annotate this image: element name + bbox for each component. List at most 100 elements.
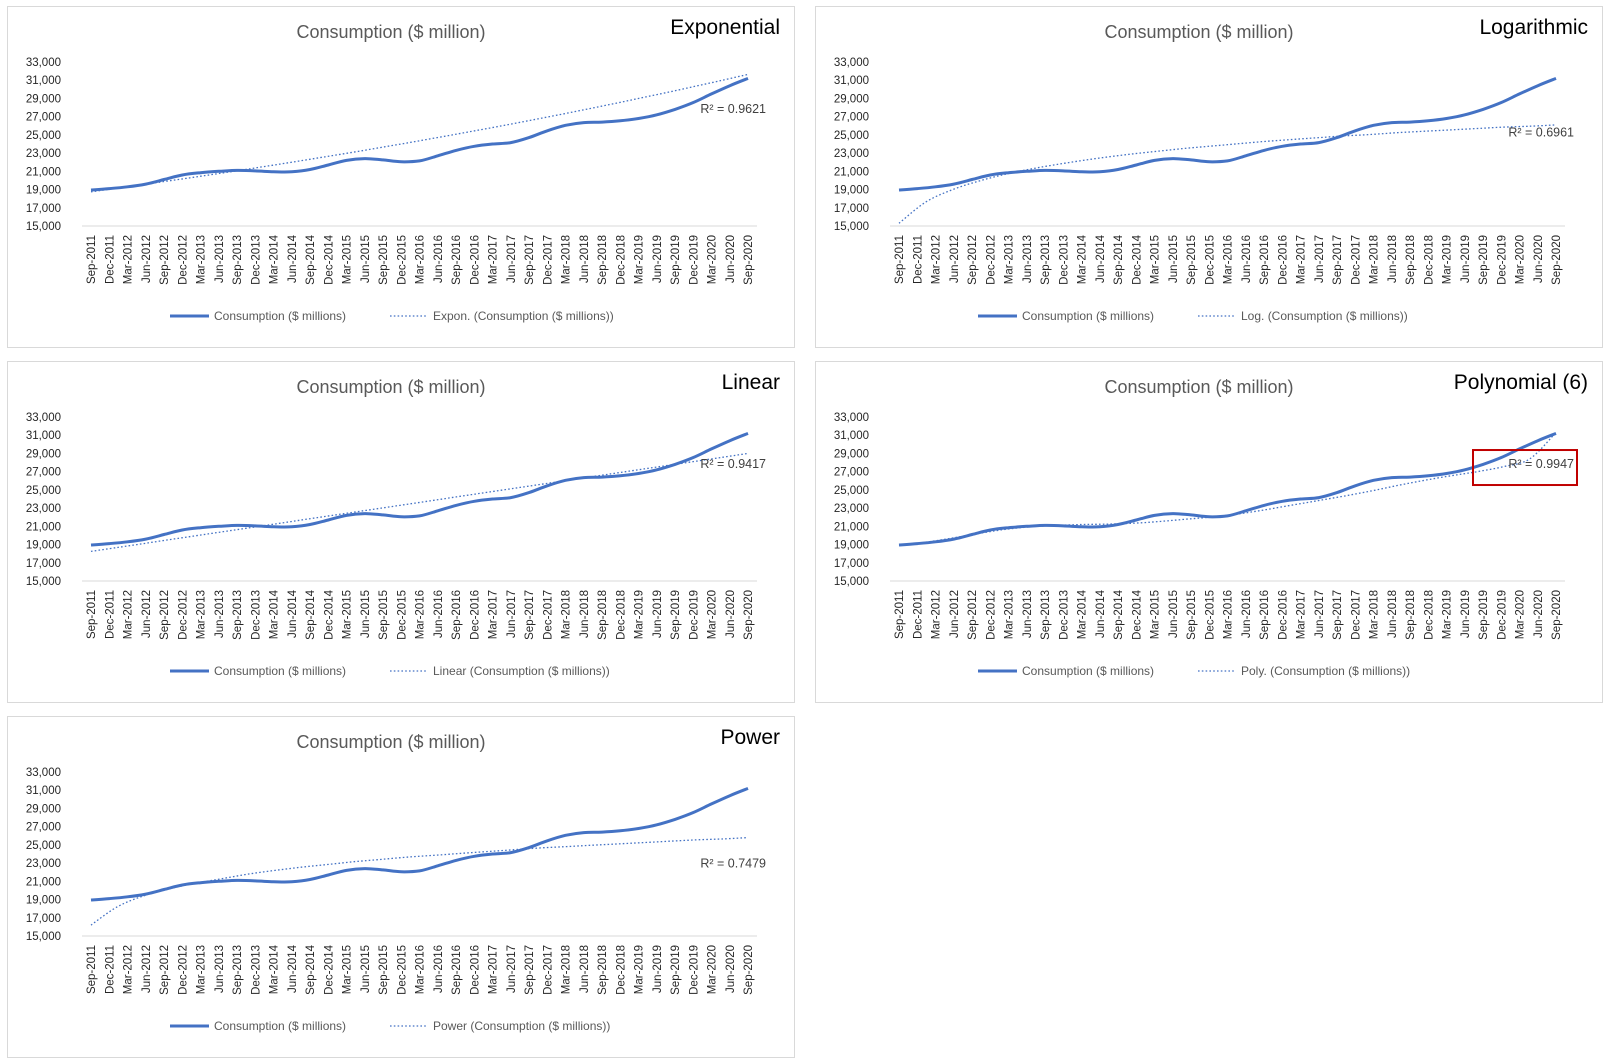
r-squared-label: R² = 0.9621 [700,102,766,116]
x-tick-label: Dec-2013 [250,590,262,640]
x-tick-label: Jun-2015 [1168,235,1180,283]
chart-title: Consumption ($ million) [296,22,485,42]
x-tick-label: Jun-2019 [1460,235,1472,283]
x-tick-label: Dec-2017 [1350,235,1362,285]
y-tick-label: 27,000 [834,467,869,479]
x-tick-label: Jun-2020 [1533,235,1545,283]
y-tick-label: 15,000 [26,576,61,588]
y-tick-label: 19,000 [26,185,61,197]
x-tick-label: Jun-2015 [360,590,372,638]
x-tick-label: Sep-2019 [670,235,682,285]
y-tick-label: 19,000 [834,540,869,552]
x-tick-label: Mar-2016 [1223,590,1235,639]
y-tick-label: 23,000 [834,148,869,160]
x-tick-label: Dec-2018 [615,590,627,640]
y-tick-label: 33,000 [834,412,869,424]
x-tick-label: Sep-2013 [232,945,244,995]
x-tick-label: Sep-2015 [378,590,390,640]
chart-svg-lin: Consumption ($ million) Linear 15,000 17,00… [26,371,780,678]
x-tick-label: Mar-2013 [1004,590,1016,639]
x-tick-label: Mar-2020 [707,590,719,639]
y-tick-label: 17,000 [26,203,61,215]
x-tick-label: Jun-2015 [1168,590,1180,638]
x-tick-label: Dec-2019 [688,590,700,640]
chart-title: Consumption ($ million) [1104,377,1293,397]
x-tick-label: Dec-2012 [177,235,189,285]
x-tick-label: Dec-2014 [323,589,335,639]
x-tick-label: Jun-2017 [1314,235,1326,283]
x-tick-label: Jun-2016 [1241,590,1253,638]
x-tick-label: Jun-2020 [725,945,737,993]
consumption-series-line [898,77,1557,192]
x-tick-label: Sep-2012 [159,945,171,995]
trendline-polynomial [898,432,1557,547]
x-tick-label: Jun-2014 [287,234,299,283]
x-tick-label: Mar-2018 [561,590,573,639]
x-tick-label: Sep-2014 [1113,234,1125,284]
x-tick-label: Sep-2011 [86,235,98,284]
y-tick-label: 33,000 [26,412,61,424]
y-tick-label: 21,000 [26,876,61,888]
x-tick-label: Mar-2012 [931,590,943,639]
x-tick-label: Sep-2015 [378,945,390,995]
x-tick-label: Dec-2017 [542,945,554,995]
x-tick-label: Jun-2016 [433,590,445,638]
y-tick-label: 23,000 [834,503,869,515]
trend-type-label: Logarithmic [1479,16,1588,39]
x-tick-label: Mar-2019 [634,590,646,639]
x-tick-label: Jun-2013 [214,235,226,283]
chart-svg-exp: Consumption ($ million) Exponential 15,000… [26,16,780,323]
x-tick-label: Dec-2016 [1277,235,1289,285]
x-tick-label: Mar-2015 [342,945,354,994]
x-tick-label: Mar-2014 [269,944,281,994]
x-tick-label: Jun-2016 [1241,235,1253,283]
x-tick-label: Jun-2017 [506,235,518,283]
x-tick-label: Mar-2012 [123,235,135,284]
x-tick-label: Dec-2016 [469,235,481,285]
y-tick-label: 19,000 [26,540,61,552]
x-tick-label: Dec-2017 [1350,590,1362,640]
x-tick-label: Jun-2018 [579,590,591,638]
x-tick-label: Mar-2017 [488,590,500,639]
x-tick-label: Dec-2015 [396,945,408,995]
x-tick-label: Jun-2012 [949,235,961,283]
x-tick-label: Mar-2016 [1223,235,1235,284]
x-tick-label: Dec-2018 [1423,235,1435,285]
x-tick-label: Sep-2018 [597,235,609,285]
trend-type-label: Polynomial (6) [1454,371,1588,394]
x-tick-label: Jun-2012 [141,235,153,283]
y-tick-label: 17,000 [834,558,869,570]
y-tick-label: 15,000 [26,931,61,943]
x-tick-label: Jun-2018 [1387,235,1399,283]
x-tick-label: Sep-2018 [1405,235,1417,285]
x-tick-label: Jun-2018 [1387,590,1399,638]
x-tick-label: Sep-2014 [305,234,317,284]
y-tick-label: 27,000 [834,112,869,124]
x-tick-label: Dec-2016 [469,945,481,995]
trendline-linear [90,452,749,553]
x-tick-label: Jun-2020 [1533,590,1545,638]
y-tick-label: 31,000 [834,430,869,442]
x-tick-label: Jun-2016 [433,235,445,283]
x-tick-label: Mar-2016 [415,235,427,284]
x-tick-label: Mar-2012 [123,590,135,639]
y-tick-label: 25,000 [26,485,61,497]
x-tick-label: Jun-2016 [433,945,445,993]
x-tick-label: Jun-2013 [214,945,226,993]
x-tick-label: Sep-2017 [524,945,536,995]
legend-series-label: Consumption ($ millions) [214,1019,346,1033]
x-tick-label: Mar-2013 [196,235,208,284]
x-tick-label: Mar-2015 [1150,235,1162,284]
y-tick-label: 31,000 [26,430,61,442]
x-tick-label: Dec-2015 [1204,235,1216,285]
x-tick-label: Mar-2015 [342,590,354,639]
x-tick-label: Sep-2011 [86,590,98,639]
chart-panel-logarithmic: Consumption ($ million) Logarithmic 15,000… [815,6,1603,348]
trend-type-label: Power [720,726,780,749]
x-tick-label: Mar-2014 [1077,234,1089,284]
x-tick-label: Sep-2011 [86,945,98,994]
x-tick-label: Jun-2012 [949,590,961,638]
legend-trend-label: Power (Consumption ($ millions)) [433,1019,610,1033]
x-tick-label: Sep-2016 [451,235,463,285]
x-tick-label: Sep-2012 [159,235,171,285]
